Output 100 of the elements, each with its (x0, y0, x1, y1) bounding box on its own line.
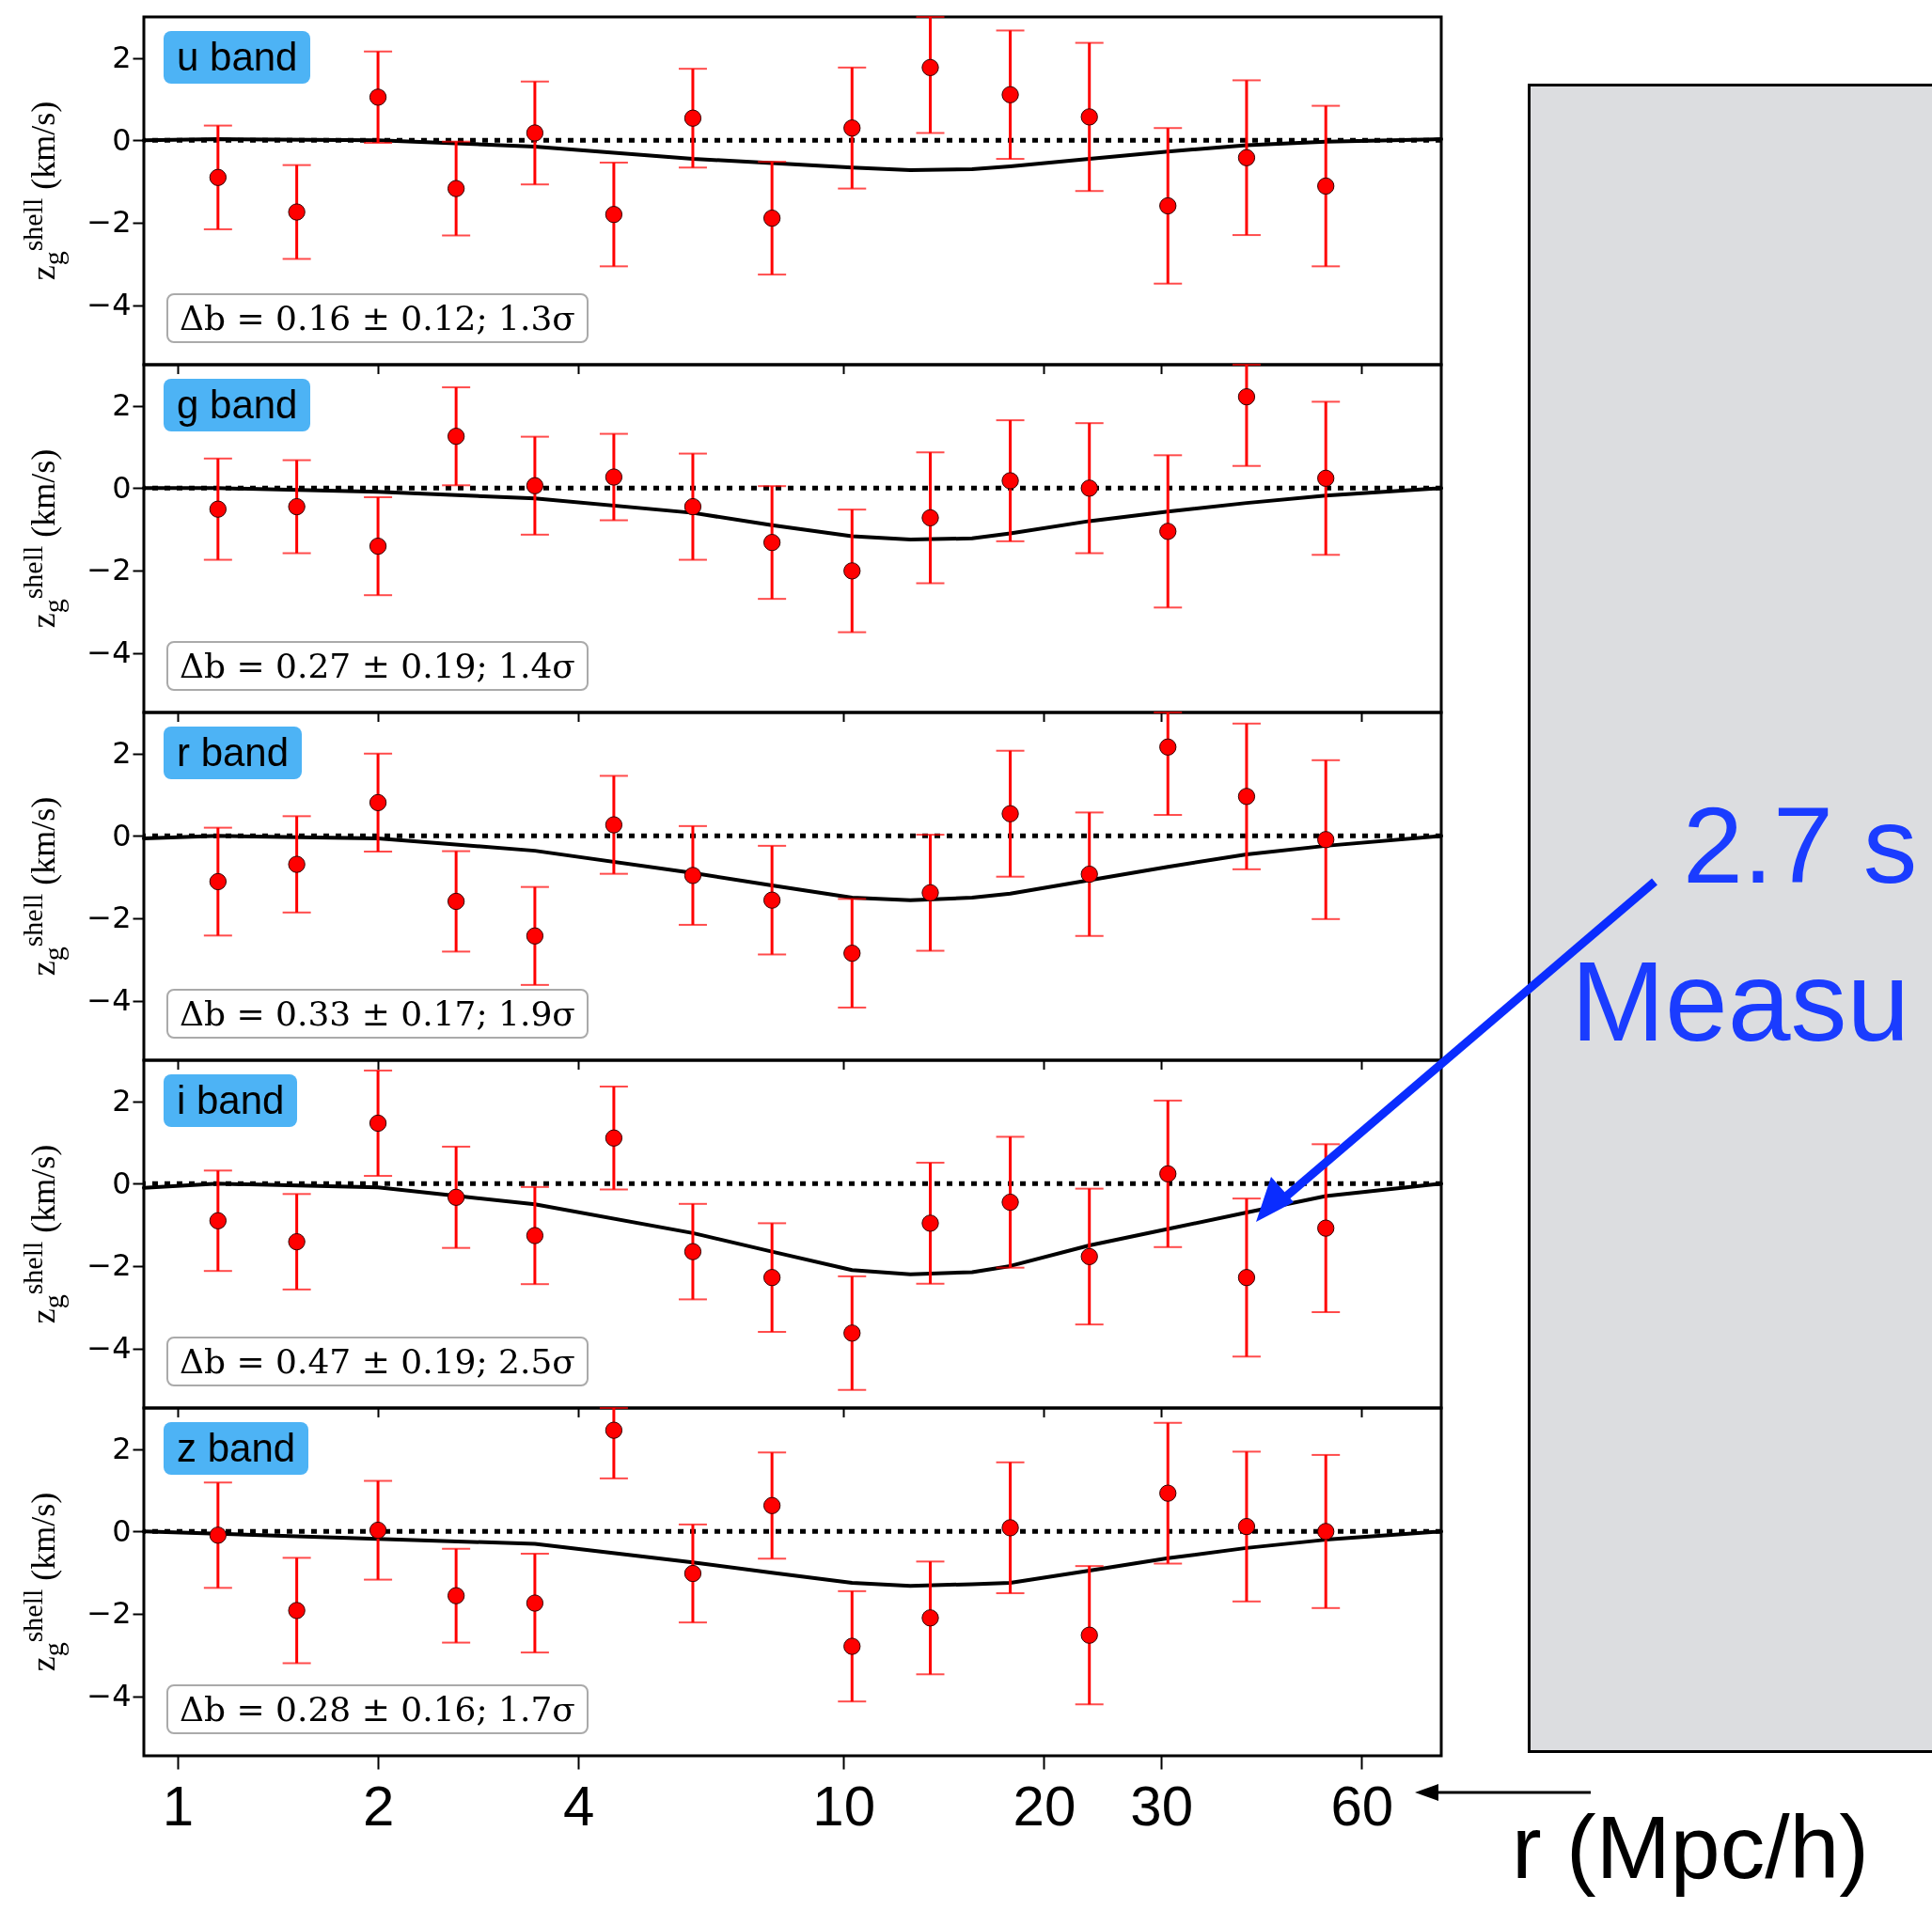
point (1001, 472, 1019, 490)
y-tick-label: −4 (86, 634, 132, 671)
x-tick-label: 2 (362, 1774, 395, 1838)
point (369, 793, 387, 812)
y-tick-label: 0 (112, 469, 132, 506)
annotation: Δb = 0.28 ± 0.16; 1.7σ (166, 1684, 589, 1734)
point (843, 1324, 861, 1342)
point (605, 1129, 623, 1147)
point (369, 1114, 387, 1133)
point (921, 884, 939, 901)
point (843, 562, 861, 580)
point (1080, 1626, 1098, 1644)
y-tick-label: 0 (112, 817, 132, 853)
point (369, 1521, 387, 1540)
point (762, 209, 781, 227)
text: z band (164, 1422, 309, 1475)
point (1159, 523, 1177, 540)
x-tick-label: 4 (563, 1774, 595, 1838)
point (1237, 388, 1256, 406)
point (683, 109, 702, 127)
point (447, 1188, 465, 1206)
y-tick-label: 2 (112, 735, 132, 772)
point (921, 1609, 939, 1627)
point (605, 468, 623, 486)
y-tick-label: −4 (86, 287, 132, 323)
annotation: Δb = 0.16 ± 0.12; 1.3σ (166, 293, 589, 343)
point (1159, 1165, 1177, 1182)
x-tick-label: 1 (162, 1774, 195, 1838)
point (447, 428, 465, 446)
point (762, 1496, 781, 1514)
y-tick-label: 0 (112, 1165, 132, 1201)
y-tick-label: −2 (86, 204, 132, 241)
y-tick-label: −4 (86, 982, 132, 1019)
point (209, 1212, 227, 1229)
point (209, 872, 227, 891)
point (1159, 196, 1177, 215)
point (1317, 1523, 1335, 1541)
x-tick-label: 20 (1013, 1774, 1076, 1838)
y-tick-label: 0 (112, 1512, 132, 1549)
text: r band (164, 727, 303, 779)
point (288, 203, 306, 221)
point (1001, 1519, 1019, 1537)
point (526, 1227, 544, 1244)
point (526, 927, 544, 945)
point (921, 1214, 939, 1232)
point (288, 1232, 306, 1251)
point (447, 1587, 465, 1604)
point (762, 1269, 781, 1287)
point (921, 509, 939, 527)
point (1237, 149, 1256, 166)
point (843, 119, 861, 137)
x-axis-title: r (Mpc/h) (1512, 1797, 1869, 1897)
y-tick-label: 2 (112, 1431, 132, 1467)
point (288, 1602, 306, 1620)
y-tick-label: −2 (86, 1595, 132, 1632)
point (1080, 865, 1098, 884)
point (683, 1564, 702, 1583)
point (1237, 1517, 1256, 1536)
point (1317, 831, 1335, 849)
point (843, 945, 861, 962)
point (605, 816, 623, 834)
point (209, 1526, 227, 1544)
point (1001, 1193, 1019, 1212)
point (1080, 108, 1098, 126)
point (526, 477, 544, 494)
point (683, 1243, 702, 1260)
annotation: Δb = 0.27 ± 0.19; 1.4σ (166, 641, 589, 691)
point (921, 58, 939, 76)
point (683, 867, 702, 884)
point (209, 168, 227, 186)
point (1317, 1219, 1335, 1237)
point (1159, 738, 1177, 756)
point (1317, 177, 1335, 196)
text: Measu (1571, 938, 1910, 1064)
annotation: Δb = 0.47 ± 0.19; 2.5σ (166, 1337, 589, 1386)
point (605, 206, 623, 224)
y-tick-label: −4 (86, 1330, 132, 1367)
y-tick-label: −2 (86, 1247, 132, 1284)
point (1237, 788, 1256, 806)
point (526, 124, 544, 142)
y-tick-label: 2 (112, 387, 132, 424)
point (843, 1637, 861, 1655)
point (762, 891, 781, 909)
y-tick-label: 2 (112, 1083, 132, 1119)
point (1159, 1484, 1177, 1502)
text: 2.7 s (1683, 785, 1918, 905)
point (288, 497, 306, 516)
point (369, 88, 387, 106)
point (1237, 1269, 1256, 1287)
point (526, 1594, 544, 1612)
y-tick-label: −2 (86, 552, 132, 588)
y-tick-label: −2 (86, 900, 132, 936)
text: g band (164, 379, 311, 431)
point (1080, 479, 1098, 497)
y-tick-label: −4 (86, 1678, 132, 1714)
point (683, 497, 702, 516)
point (447, 180, 465, 197)
y-tick-label: 0 (112, 121, 132, 158)
text: i band (164, 1074, 298, 1127)
point (1001, 805, 1019, 822)
